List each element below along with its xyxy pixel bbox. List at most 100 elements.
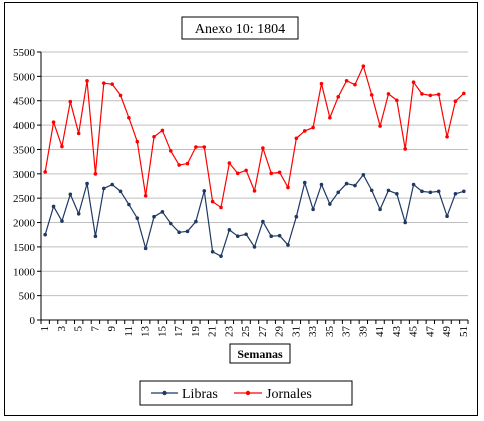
data-point-libras <box>378 207 382 212</box>
x-tick-label: 17 <box>173 326 185 338</box>
data-point-jornales <box>420 92 424 96</box>
data-point-jornales <box>436 92 441 97</box>
y-tick-label: 1000 <box>13 266 36 278</box>
data-point-libras <box>85 181 89 186</box>
data-point-jornales <box>395 98 399 103</box>
data-point-jornales <box>76 131 81 136</box>
data-point-libras <box>269 234 274 238</box>
data-point-jornales <box>60 144 64 149</box>
data-point-jornales <box>160 128 165 133</box>
x-tick-label: 19 <box>190 326 202 338</box>
data-point-jornales <box>428 93 433 98</box>
y-tick-label: 1500 <box>13 242 36 254</box>
data-point-jornales <box>462 91 466 96</box>
data-point-libras <box>168 221 173 226</box>
y-tick-label: 3000 <box>13 169 36 181</box>
x-tick-label: 37 <box>341 326 353 338</box>
x-axis-title-box <box>229 343 291 364</box>
data-point-libras <box>177 230 181 235</box>
data-point-libras <box>420 189 424 194</box>
data-point-jornales <box>152 134 156 139</box>
data-point-libras <box>127 202 131 207</box>
chart-title-box <box>181 16 299 40</box>
x-tick-label: 41 <box>374 326 386 337</box>
y-tick-label: 0 <box>30 315 36 327</box>
data-point-jornales <box>68 99 73 104</box>
data-point-jornales <box>453 99 458 104</box>
data-point-libras <box>369 188 374 193</box>
data-point-libras <box>135 216 140 220</box>
legend-marker-jornales <box>245 390 251 396</box>
data-point-libras <box>68 192 73 197</box>
x-tick-label: 43 <box>391 326 403 338</box>
x-tick-label: 45 <box>408 326 420 338</box>
data-point-libras <box>101 186 106 191</box>
x-tick-label: 21 <box>207 326 219 337</box>
data-point-jornales <box>286 185 290 190</box>
legend-marker-libras <box>162 390 167 396</box>
series-line-libras <box>44 174 464 257</box>
data-point-libras <box>152 214 156 219</box>
data-point-libras <box>353 183 357 188</box>
x-tick-label: 29 <box>274 326 286 338</box>
x-tick-label: 9 <box>106 326 118 332</box>
data-point-jornales <box>336 95 341 99</box>
y-tick-label: 500 <box>19 291 36 303</box>
data-point-libras <box>336 190 341 195</box>
x-tick-label: 15 <box>156 326 168 338</box>
data-point-libras <box>453 191 458 196</box>
data-point-jornales <box>403 147 408 151</box>
x-tick-label: 33 <box>307 326 319 338</box>
data-point-libras <box>302 180 307 185</box>
data-point-libras <box>294 214 299 219</box>
data-point-libras <box>361 172 366 177</box>
legend: Libras Jornales <box>139 380 353 406</box>
data-point-jornales <box>277 170 282 175</box>
y-tick-label: 4500 <box>13 96 36 108</box>
data-point-libras <box>110 182 114 187</box>
data-point-jornales <box>101 81 106 85</box>
x-tick-label: 31 <box>290 326 302 337</box>
x-tick-label: 39 <box>357 326 369 338</box>
data-point-jornales <box>319 81 324 86</box>
data-point-jornales <box>235 171 240 176</box>
data-point-jornales <box>219 205 223 210</box>
y-tick-label: 5000 <box>13 71 36 83</box>
data-point-jornales <box>344 78 349 83</box>
data-point-libras <box>219 254 223 258</box>
data-point-libras <box>344 181 349 186</box>
x-axis-ticks: 1 3 5 7 9 11 13 15 17 19 21 23 25 27 29 31 33 35 37 39 41 43 4… <box>39 320 470 337</box>
x-tick-label: 49 <box>441 326 453 338</box>
x-tick-label: 5 <box>73 326 85 332</box>
x-tick-label: 11 <box>123 326 135 337</box>
data-point-jornales <box>328 115 332 120</box>
data-point-jornales <box>118 93 123 98</box>
y-tick-label: 3500 <box>13 144 36 156</box>
series-layer <box>43 64 466 258</box>
data-point-jornales <box>261 146 265 150</box>
data-point-libras <box>277 233 282 238</box>
data-point-libras <box>210 249 215 254</box>
data-point-libras <box>328 202 332 206</box>
data-point-jornales <box>244 168 248 173</box>
x-tick-label: 13 <box>140 326 152 338</box>
data-point-libras <box>202 189 207 193</box>
data-point-libras <box>235 234 240 238</box>
data-point-libras <box>436 189 441 194</box>
x-tick-label: 1 <box>39 326 51 332</box>
data-point-libras <box>395 191 399 196</box>
data-point-jornales <box>210 199 215 204</box>
data-point-jornales <box>143 193 148 198</box>
data-point-libras <box>252 245 257 249</box>
data-point-jornales <box>93 172 98 176</box>
data-point-libras <box>160 210 165 214</box>
data-point-libras <box>445 214 449 219</box>
data-point-jornales <box>202 145 207 149</box>
data-point-jornales <box>386 92 391 96</box>
data-point-jornales <box>51 120 56 124</box>
data-point-libras <box>403 220 408 225</box>
data-point-libras <box>76 211 81 216</box>
data-point-jornales <box>135 139 140 144</box>
legend-label-libras: Libras <box>182 387 218 402</box>
